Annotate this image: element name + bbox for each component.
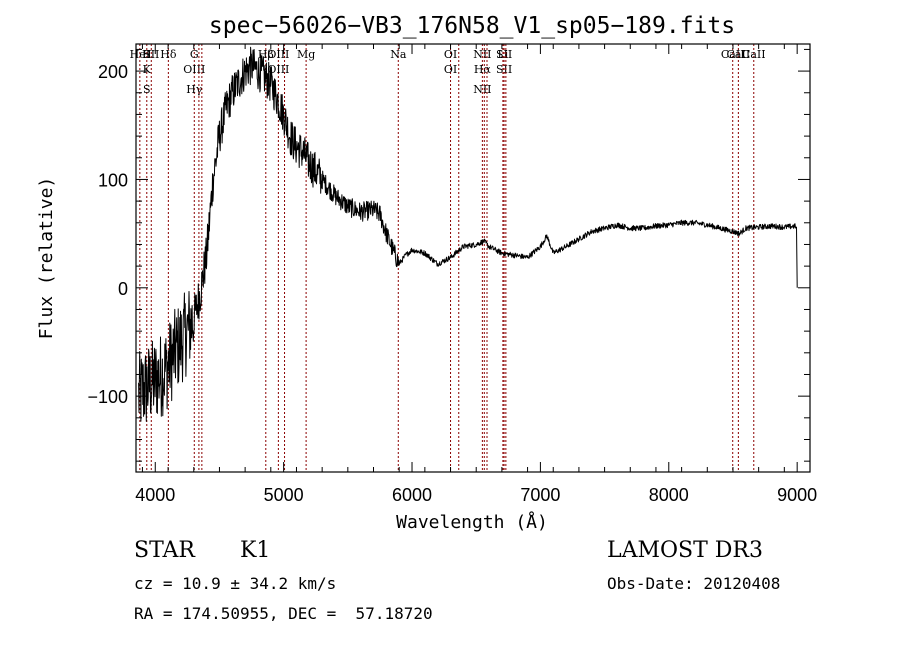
survey-name: LAMOST DR3 [607, 538, 763, 563]
marker-label: K [143, 63, 152, 76]
marker-label: SII [143, 48, 159, 61]
marker-label: G [190, 48, 199, 61]
marker-label: Hγ [186, 83, 203, 96]
marker-label: Li [497, 48, 508, 61]
y-tick-label: 0 [118, 279, 128, 299]
x-axis-label: Wavelength (Å) [396, 511, 548, 533]
object-subclass: K1 [240, 538, 271, 563]
marker-label: H [142, 48, 152, 61]
marker-label: Na [390, 48, 407, 61]
chart-title: spec−56026−VB3_176N58_V1_sp05−189.fits [209, 13, 735, 39]
y-tick-label: 100 [98, 170, 128, 190]
x-tick-label: 7000 [520, 485, 560, 505]
redshift-value: cz = 10.9 ± 34.2 km/s [134, 574, 337, 593]
marker-label: Mg [297, 48, 315, 61]
marker-label: S [143, 83, 151, 96]
marker-label: CaII [727, 48, 751, 61]
marker-label: Hα [474, 63, 492, 76]
y-axis-label: Flux (relative) [36, 177, 57, 340]
object-class: STAR [134, 538, 195, 563]
spectrum-line [138, 46, 798, 422]
marker-label: OI [444, 48, 457, 61]
x-tick-label: 9000 [777, 485, 817, 505]
marker-label: OIII [267, 48, 289, 61]
marker-label: OIII [183, 63, 205, 76]
x-tick-label: 8000 [649, 485, 689, 505]
marker-label: HeI [130, 48, 150, 61]
x-tick-label: 5000 [264, 485, 304, 505]
marker-label: CaII [742, 48, 766, 61]
axes: 4000 5000 6000 7000 8000 9000 −100 0 100 200 [87, 44, 817, 505]
observation-date: Obs-Date: 20120408 [607, 574, 781, 593]
marker-label: NII [473, 48, 491, 61]
marker-label: OI [444, 63, 457, 76]
marker-label: Hδ [160, 48, 177, 61]
plot-frame [135, 43, 811, 473]
y-tick-label: 200 [98, 62, 128, 82]
marker-label: OIII [267, 63, 289, 76]
marker-label: NII [473, 83, 491, 96]
marker-label: SII [496, 48, 512, 61]
y-tick-label: −100 [87, 387, 128, 407]
x-tick-label: 4000 [135, 485, 175, 505]
sky-coordinates: RA = 174.50955, DEC = 57.18720 [134, 604, 433, 623]
marker-label: SII [496, 63, 512, 76]
x-tick-label: 6000 [392, 485, 432, 505]
